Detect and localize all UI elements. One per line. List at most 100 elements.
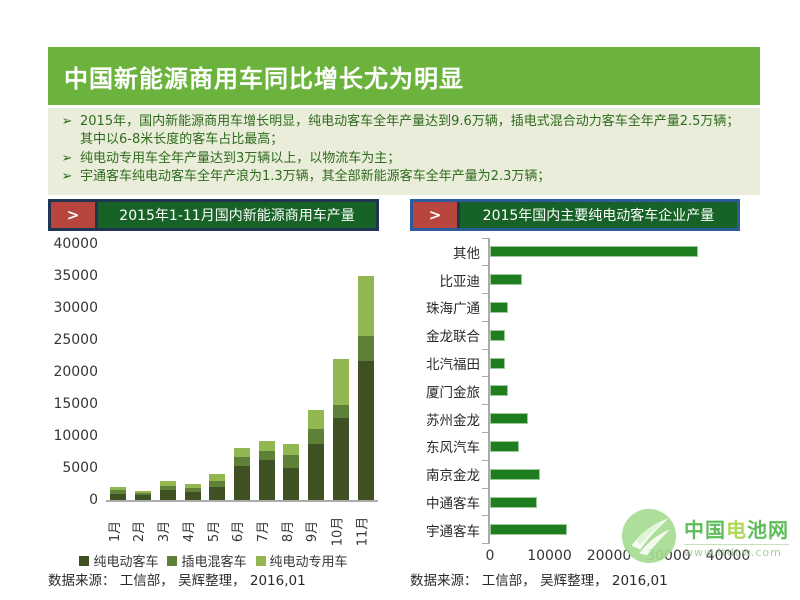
stacked-bar-10月 [332,359,349,500]
bar-segment [283,468,300,500]
hbar [490,329,505,341]
bullet-text: 纯电动专用车全年产量达到3万辆以上，以物流车为主； [80,150,401,166]
left-chart-plot [106,244,378,502]
hbar-row-南京金龙: 南京金龙 [410,459,760,489]
right-chart-x-axis: 0 10000 20000 30000 40000 [410,546,760,566]
bar-track [488,404,760,433]
y-tick-label: 20000 [53,364,98,380]
bar-segment [258,450,275,461]
x-tick-text: 11月 [355,516,371,547]
right-chart-titlebar: > 2015年国内主要纯电动客车企业产量 [410,199,740,231]
logo-url: www.itdcw.com [684,543,789,559]
bar-segment [357,360,374,500]
bar-segment [209,474,226,481]
category-label: 苏州金龙 [426,412,480,429]
legend-item: 纯电动客车 [79,551,158,570]
bar-segment [135,493,152,495]
x-tick-label: 11月 [355,508,374,547]
y-tick-label: 10000 [53,428,98,444]
x-tick-label: 3月 [157,508,176,546]
bar-track [488,349,760,377]
hbar [490,496,537,508]
hbar [490,301,509,313]
bullet-arrow-icon: ➢ [61,150,73,166]
y-tick-label: 5000 [62,460,98,476]
bullet-item-3: ➢ 宇通客车纯电动客车全年产浪为1.3万辆，其全部新能源客车全年产量为2.3万辆； [54,168,752,186]
y-tick-label: 15000 [53,396,98,412]
hbar [490,468,540,480]
bar-track [488,515,760,544]
bar-segment [184,492,201,500]
legend-swatch-icon [79,555,90,566]
bullet-arrow-icon: ➢ [61,169,73,185]
left-chart-y-axis: 40000 35000 30000 25000 20000 15000 10000 5000 0 [48,236,102,508]
bullet-box: ➢ 2015年，国内新能源商用车增长明显，纯电动客车全年产量达到9.6万辆，插电式… [48,108,760,195]
bar-segment [233,457,250,467]
left-chart-title: 2015年1-11月国内新能源商用车产量 [98,202,376,228]
bar-segment [184,488,201,493]
bar-segment [308,444,325,500]
stacked-bar-9月 [308,409,325,500]
bar-segment [184,483,201,489]
hbar-row-珠海广通: 珠海广通 [410,293,760,322]
bar-segment [110,493,127,500]
category-label: 金龙联合 [426,329,480,346]
category-label: 其他 [453,245,480,262]
bullet-item-2: ➢ 纯电动专用车全年产量达到3万辆以上，以物流车为主； [54,150,752,168]
hbar-row-厦门金旅: 厦门金旅 [410,376,760,405]
bar-segment [332,359,349,406]
arrow-badge-icon: > [413,202,460,228]
hbar-row-中通客车: 中通客车 [410,487,760,516]
bar-segment [159,481,176,486]
bar-segment [258,460,275,500]
right-chart-title: 2015年国内主要纯电动客车企业产量 [460,202,737,228]
page-title: 中国新能源商用车同比增长尤为明显 [64,64,464,93]
bar-segment [135,491,152,494]
legend-item: 纯电动专用车 [255,551,348,570]
left-chart-source: 数据来源： 工信部， 吴辉整理， 2016,01 [48,573,306,589]
legend-label: 插电混客车 [181,555,247,570]
x-tick-label: 10000 [527,548,572,564]
category-label: 厦门金旅 [426,384,480,401]
stacked-bar-11月 [357,276,374,500]
bar-track [488,376,760,405]
stacked-bar-8月 [283,443,300,500]
x-tick-label: 7月 [256,508,275,546]
stacked-bar-4月 [184,483,201,500]
stacked-bar-7月 [258,441,275,500]
bar-segment [332,418,349,500]
left-chart-x-labels: 1月 2月 3月 4月 5月 6月 7月 8月 9月 10月 11月 [106,508,378,547]
stacked-bar-6月 [233,448,250,500]
x-tick-label: 8月 [281,508,299,546]
x-tick-label: 9月 [306,508,324,546]
hbar [490,413,528,425]
left-chart-legend: 纯电动客车 插电混客车 纯电动专用车 [48,551,379,570]
logo-text: 中国电池网 www.itdcw.com [684,514,789,559]
y-tick-label: 40000 [53,236,98,252]
stacked-column-chart: 40000 35000 30000 25000 20000 15000 10000 5000 0… [48,236,379,547]
bar-segment [308,428,325,445]
x-tick-label: 6月 [231,508,250,546]
bullet-arrow-icon: ➢ [61,114,73,129]
hbar [490,524,568,536]
bullet-text: 2015年，国内新能源商用车增长明显，纯电动客车全年产量达到9.6万辆，插电式混… [80,114,740,148]
x-tick-label: 10月 [330,508,349,547]
category-label: 南京金龙 [426,468,480,485]
legend-swatch-icon [167,555,178,566]
horizontal-bar-chart: 其他 比亚迪 珠海广通 金龙联合 北汽福田 厦门金旅 苏州金龙 东风汽车 南京金龙 中通客车 宇通客… [410,237,760,568]
y-tick-label: 25000 [53,332,98,348]
x-tick-label: 2月 [133,508,151,546]
category-label: 东风汽车 [426,440,480,457]
x-tick-label: 1月 [108,508,126,546]
right-chart-rows: 其他 比亚迪 珠海广通 金龙联合 北汽福田 厦门金旅 苏州金龙 东风汽车 南京金龙 中通客车 宇通客… [410,237,760,545]
bar-segment [258,441,275,451]
stacked-bar-5月 [209,474,226,500]
hbar [490,385,508,397]
category-label: 珠海广通 [426,301,480,318]
bar-segment [332,405,349,419]
bar-segment [110,486,127,491]
hbar [490,274,523,286]
bar-track [488,238,760,266]
hbar-row-苏州金龙: 苏州金龙 [410,404,760,433]
